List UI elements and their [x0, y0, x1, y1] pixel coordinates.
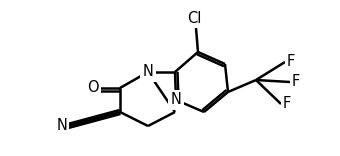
Text: O: O: [87, 80, 99, 95]
Text: Cl: Cl: [187, 11, 201, 26]
Text: F: F: [287, 54, 295, 70]
Text: N: N: [171, 93, 182, 107]
Text: N: N: [142, 64, 153, 80]
Text: F: F: [283, 97, 291, 112]
Text: N: N: [56, 119, 67, 134]
Text: F: F: [292, 75, 300, 90]
